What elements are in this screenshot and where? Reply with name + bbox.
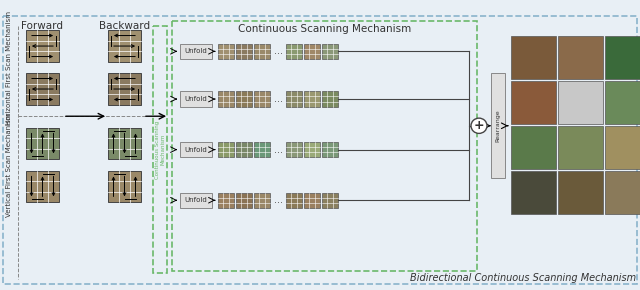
Text: Unfold: Unfold	[184, 197, 207, 203]
Bar	[558, 81, 603, 124]
Text: ...: ...	[274, 46, 283, 56]
Bar	[304, 44, 320, 59]
Bar	[26, 128, 59, 159]
Bar	[558, 36, 603, 79]
Text: Unfold: Unfold	[184, 147, 207, 153]
Bar	[254, 193, 270, 208]
Bar	[511, 36, 556, 79]
Bar	[26, 73, 59, 105]
Bar	[108, 128, 141, 159]
Bar	[180, 142, 212, 157]
Bar	[254, 44, 270, 59]
Bar	[254, 142, 270, 157]
Bar	[558, 171, 603, 214]
Bar	[304, 142, 320, 157]
Bar	[26, 171, 59, 202]
Text: ...: ...	[274, 94, 283, 104]
Bar	[236, 142, 252, 157]
Bar	[180, 91, 212, 107]
Bar	[236, 91, 252, 107]
Bar	[558, 126, 603, 169]
Bar	[218, 193, 234, 208]
Text: Vertical First Scan Mechanism: Vertical First Scan Mechanism	[6, 113, 12, 217]
Bar	[286, 193, 302, 208]
Bar	[286, 91, 302, 107]
Bar	[254, 91, 270, 107]
Bar	[511, 126, 556, 169]
Text: ...: ...	[274, 145, 283, 155]
Bar	[218, 142, 234, 157]
Bar	[108, 30, 141, 62]
Bar	[605, 171, 640, 214]
Bar	[491, 73, 505, 178]
Bar	[286, 44, 302, 59]
Bar	[26, 30, 59, 62]
Text: Forward: Forward	[22, 21, 63, 30]
Bar	[605, 81, 640, 124]
Bar	[511, 171, 556, 214]
Bar	[322, 91, 338, 107]
Bar	[218, 91, 234, 107]
Bar	[286, 142, 302, 157]
Bar	[180, 193, 212, 208]
Bar	[605, 36, 640, 79]
Text: +: +	[474, 119, 484, 132]
Text: Unfold: Unfold	[184, 48, 207, 54]
Bar	[511, 81, 556, 124]
Bar	[322, 44, 338, 59]
Text: Horizontal First Scan Mechanism: Horizontal First Scan Mechanism	[6, 10, 12, 124]
Bar	[322, 193, 338, 208]
Bar	[236, 44, 252, 59]
Text: ...: ...	[274, 195, 283, 205]
Circle shape	[471, 118, 487, 133]
Bar	[180, 44, 212, 59]
Bar	[236, 193, 252, 208]
Text: Continuous Scanning Mechanism: Continuous Scanning Mechanism	[238, 24, 411, 34]
Bar	[108, 171, 141, 202]
Text: Rearrange: Rearrange	[495, 109, 500, 142]
Bar	[218, 44, 234, 59]
Text: Continuous Scanning
Mechanism: Continuous Scanning Mechanism	[155, 121, 165, 179]
Bar	[605, 126, 640, 169]
Text: Bidirectional Continuous Scanning Mechanism: Bidirectional Continuous Scanning Mechan…	[410, 273, 636, 283]
Bar	[108, 73, 141, 105]
Text: Backward: Backward	[99, 21, 150, 30]
Bar	[322, 142, 338, 157]
Bar	[304, 193, 320, 208]
Text: Unfold: Unfold	[184, 96, 207, 102]
Bar	[304, 91, 320, 107]
